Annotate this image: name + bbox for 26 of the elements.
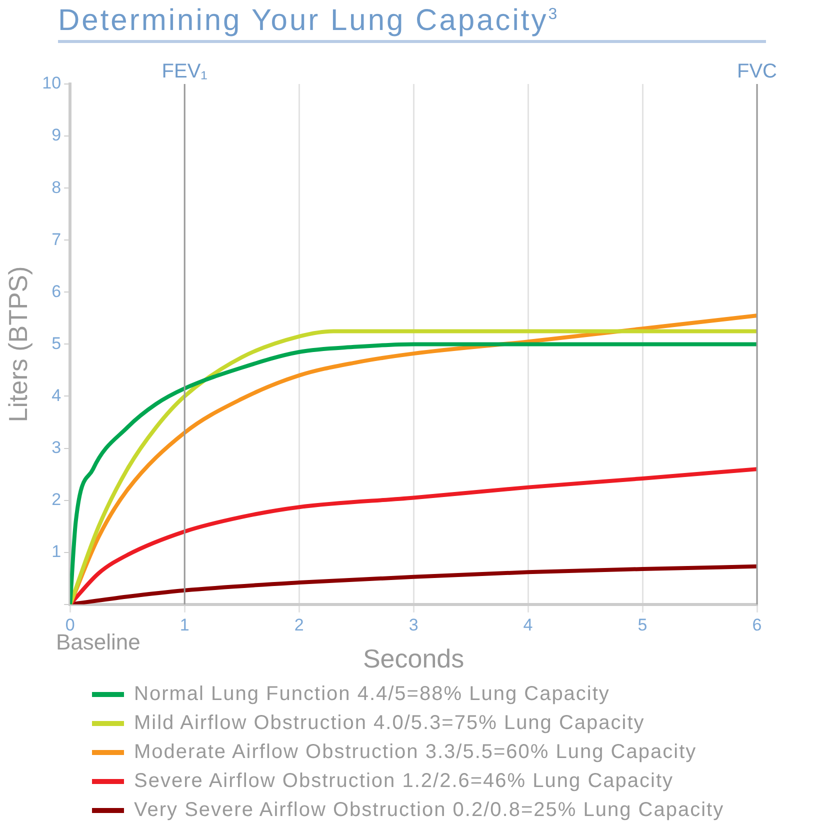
- y-tick-label: 4: [52, 386, 62, 405]
- y-axis-title: Liters (BTPS): [2, 266, 33, 422]
- ref-line-label: FEV₁: [162, 60, 208, 83]
- x-tick-label: 3: [408, 615, 418, 634]
- legend-label: Severe Airflow Obstruction 1.2/2.6=46% Lung Capacity: [134, 770, 674, 793]
- y-tick-label: 1: [52, 542, 62, 562]
- chart-title: Determining Your Lung Capacity$^{3}$: [58, 4, 766, 43]
- y-tick-label: 5: [52, 334, 62, 353]
- y-tick-label: 10: [42, 74, 62, 93]
- y-tick-label: 9: [52, 126, 62, 145]
- legend-label: Mild Airflow Obstruction 4.0/5.3=75% Lung Capacity: [134, 712, 645, 735]
- legend-label: Normal Lung Function 4.4/5=88% Lung Capacity: [134, 683, 610, 706]
- ref-line-label: FVC: [737, 60, 777, 83]
- y-tick-label: 3: [52, 438, 62, 457]
- y-tick-label: 6: [52, 282, 62, 301]
- legend-label: Very Severe Airflow Obstruction 0.2/0.8=25% Lung Capacity: [134, 799, 724, 822]
- x-tick-label: 2: [294, 615, 304, 634]
- x-tick-label: 6: [752, 615, 762, 634]
- y-tick-label: 8: [52, 178, 62, 197]
- x-axis-title: Seconds: [362, 644, 464, 674]
- y-tick-label: 7: [52, 230, 62, 249]
- x-tick-label: 4: [523, 615, 533, 634]
- y-tick-label: 2: [52, 490, 62, 510]
- x-tick-label: 1: [180, 615, 190, 634]
- legend-label: Moderate Airflow Obstruction 3.3/5.5=60% Lung Capacity: [134, 741, 697, 764]
- x-tick-label: 5: [638, 615, 648, 634]
